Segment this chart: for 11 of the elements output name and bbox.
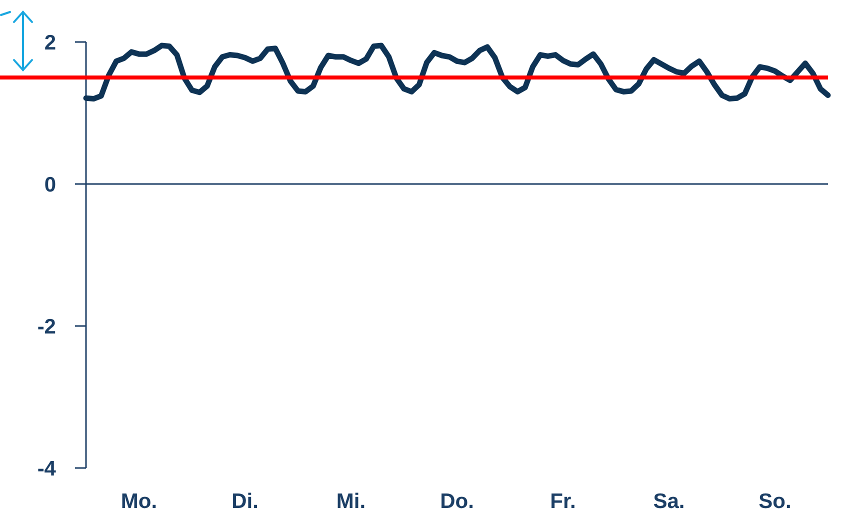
x-tick-label: So. [758, 490, 792, 513]
y-tick-label: 2 [44, 32, 56, 55]
x-tick-label: Sa. [653, 490, 685, 513]
y-tick-label: 0 [44, 174, 56, 197]
x-tick-label: Di. [232, 490, 258, 513]
y-tick-label: -2 [37, 316, 56, 339]
x-tick-label: Mi. [336, 490, 366, 513]
x-tick-label: Do. [440, 490, 474, 513]
y-tick-label: -4 [37, 458, 56, 481]
x-tick-label: Mo. [120, 490, 158, 513]
x-tick-label: Fr. [550, 490, 576, 513]
